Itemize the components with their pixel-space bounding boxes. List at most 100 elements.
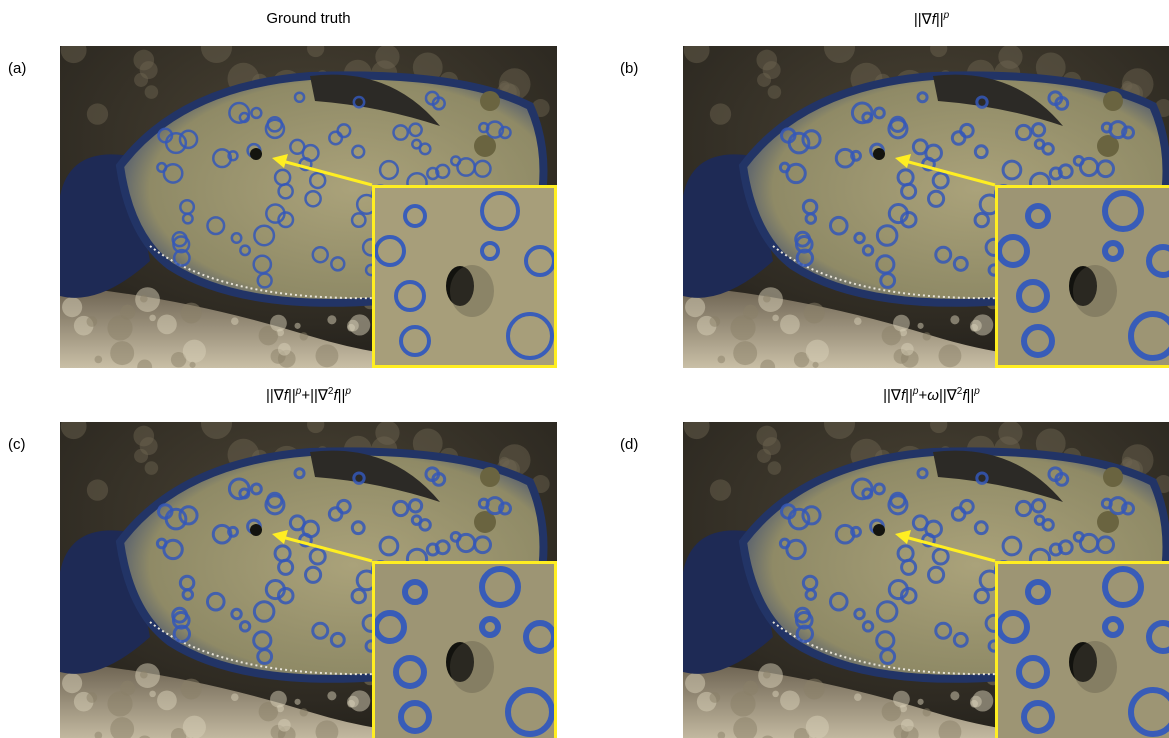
panel-title: ||∇f||p xyxy=(683,10,1169,28)
inset xyxy=(995,561,1169,738)
rock-texture xyxy=(62,297,82,317)
rock-texture xyxy=(733,341,757,365)
rock-texture xyxy=(901,719,914,732)
fish-eye xyxy=(1103,91,1123,111)
rock-texture xyxy=(758,663,783,688)
rock-texture xyxy=(1122,457,1132,467)
rock-texture xyxy=(140,295,148,303)
dark-spot xyxy=(250,148,262,160)
rock-texture xyxy=(120,681,135,696)
title-part: p xyxy=(944,10,950,21)
rock-texture xyxy=(780,690,800,710)
rock-texture xyxy=(327,691,336,700)
rock-texture xyxy=(347,700,355,708)
rock-texture xyxy=(804,679,825,700)
rock-texture xyxy=(183,340,206,363)
inset-shadow xyxy=(450,265,494,317)
rock-texture xyxy=(718,356,726,364)
rock-texture xyxy=(917,699,923,705)
rock-texture xyxy=(157,690,177,710)
rock-texture xyxy=(189,362,195,368)
rock-texture xyxy=(970,324,978,332)
rock-texture xyxy=(120,305,135,320)
title-part: p xyxy=(974,386,980,397)
rock-texture xyxy=(499,457,509,467)
rock-texture xyxy=(110,341,134,365)
rock-texture xyxy=(854,317,862,325)
rock-texture xyxy=(758,287,783,312)
rock-texture xyxy=(757,449,771,463)
rock-texture xyxy=(183,716,206,738)
title-part: ||∇ xyxy=(914,11,932,28)
rock-texture xyxy=(278,719,291,732)
title-part: Ground truth xyxy=(266,10,350,27)
rock-texture xyxy=(772,691,779,698)
rock-texture xyxy=(917,323,923,329)
dark-spot xyxy=(873,148,885,160)
dark-spot xyxy=(873,524,885,536)
rock-texture xyxy=(768,461,782,475)
dark-spot xyxy=(250,524,262,536)
rock-texture xyxy=(135,663,160,688)
rock-texture xyxy=(231,317,239,325)
figure: {"panels": [ {"label": "(a)", "title": [… xyxy=(0,0,1169,738)
panel-label: (b) xyxy=(620,60,638,77)
rock-texture xyxy=(806,340,829,363)
rock-texture xyxy=(710,103,731,124)
rock-texture xyxy=(757,73,771,87)
rock-texture xyxy=(347,324,355,332)
rock-texture xyxy=(685,673,705,693)
rock-texture xyxy=(300,708,308,716)
inset-shadow xyxy=(450,641,494,693)
rock-texture xyxy=(181,303,202,324)
title-part: ||∇ xyxy=(883,387,901,404)
panel-label: (a) xyxy=(8,60,26,77)
inset xyxy=(995,185,1169,368)
panel-label: (d) xyxy=(620,436,638,453)
rock-texture xyxy=(710,479,731,500)
rock-texture xyxy=(149,315,156,322)
rock-texture xyxy=(149,691,156,698)
panel-title: Ground truth xyxy=(60,10,557,27)
title-part: || xyxy=(905,387,913,404)
panel-image xyxy=(60,422,557,738)
rock-texture xyxy=(763,671,771,679)
rock-texture xyxy=(294,323,300,329)
rock-texture xyxy=(1122,81,1132,91)
rock-texture xyxy=(87,316,98,327)
rock-texture xyxy=(780,314,800,334)
rock-texture xyxy=(87,479,108,500)
title-part: || xyxy=(936,11,944,28)
title-part: p xyxy=(345,386,351,397)
title-part: +||∇ xyxy=(301,387,328,404)
panel-label: (c) xyxy=(8,436,26,453)
rock-texture xyxy=(135,287,160,312)
panel-image xyxy=(60,46,557,368)
rock-texture xyxy=(270,691,287,708)
rock-texture xyxy=(134,73,148,87)
rock-texture xyxy=(95,356,103,364)
rock-texture xyxy=(278,343,291,356)
rock-texture xyxy=(768,85,782,99)
rock-texture xyxy=(806,716,829,738)
fish-eye xyxy=(480,91,500,111)
title-part: + xyxy=(918,387,927,404)
rock-texture xyxy=(270,315,287,332)
panel-image xyxy=(683,46,1169,368)
rock-texture xyxy=(710,692,721,703)
rock-texture xyxy=(231,693,239,701)
rock-texture xyxy=(87,692,98,703)
inset-shadow xyxy=(1073,265,1117,317)
rock-texture xyxy=(499,81,509,91)
rock-texture xyxy=(950,691,959,700)
rock-texture xyxy=(145,461,159,475)
rock-texture xyxy=(763,295,771,303)
title-part: ||∇ xyxy=(939,387,957,404)
rock-texture xyxy=(140,671,148,679)
rock-texture xyxy=(804,303,825,324)
inset xyxy=(372,185,557,368)
rock-texture xyxy=(970,700,978,708)
inset-shadow xyxy=(1073,641,1117,693)
fish-eye xyxy=(480,467,500,487)
rock-texture xyxy=(743,681,758,696)
